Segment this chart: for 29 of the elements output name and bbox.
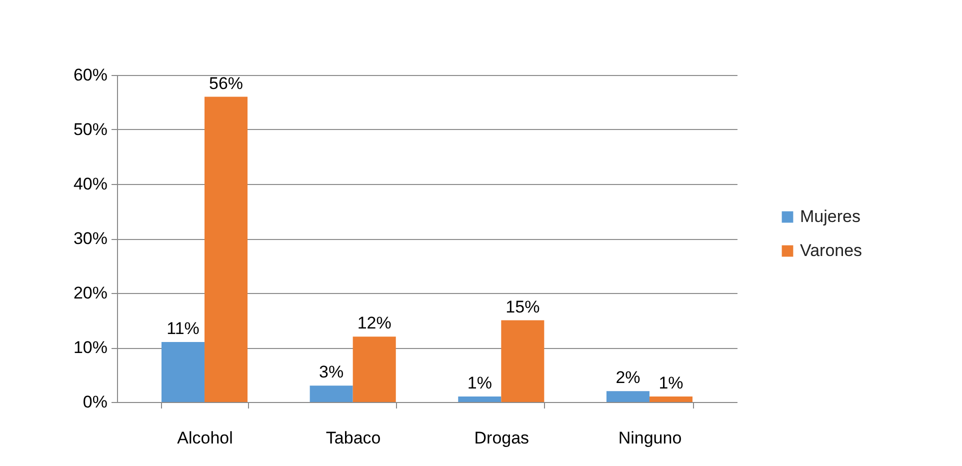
x-tick-label: Drogas: [474, 428, 530, 448]
data-label: 3%: [319, 362, 344, 382]
data-label: 56%: [209, 74, 244, 93]
y-tick-label: 40%: [73, 174, 108, 194]
bar: [606, 391, 650, 402]
data-label: 1%: [467, 374, 492, 393]
y-tick-label: 20%: [73, 284, 108, 302]
y-tick-label: 10%: [73, 338, 108, 357]
bar: [458, 396, 502, 402]
legend-label: Varones: [800, 241, 862, 260]
y-tick-label: 50%: [73, 120, 108, 139]
data-label: 11%: [166, 319, 200, 338]
x-tick-label: Alcohol: [177, 428, 233, 448]
data-label: 2%: [616, 368, 640, 388]
bar: [352, 336, 396, 402]
bar: [501, 320, 544, 402]
legend-label: Mujeres: [800, 207, 860, 226]
bar: [204, 96, 248, 402]
bar: [649, 396, 692, 402]
data-label: 1%: [658, 374, 684, 393]
y-tick-label: 60%: [73, 66, 108, 84]
data-label: 15%: [506, 297, 540, 316]
bar: [162, 342, 205, 402]
data-label: 12%: [357, 314, 392, 333]
y-tick-label: 0%: [82, 392, 108, 412]
y-tick-label: 30%: [73, 229, 108, 248]
x-tick-label: Ninguno: [618, 428, 682, 448]
x-tick-label: Tabaco: [326, 428, 381, 448]
bar: [310, 386, 353, 402]
